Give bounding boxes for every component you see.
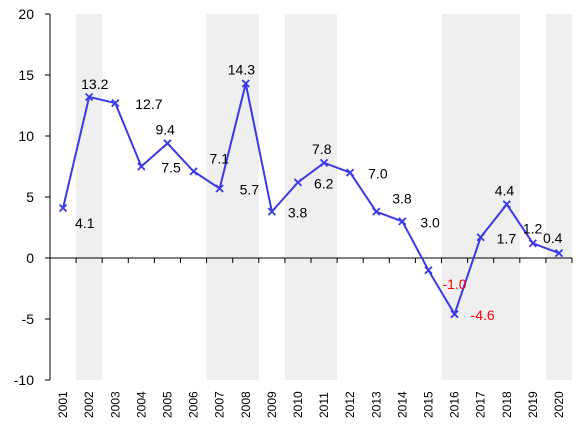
data-label: -4.6 [471, 307, 495, 323]
y-tick-label: 20 [18, 6, 34, 22]
y-tick-label: -5 [22, 311, 35, 327]
data-label: 6.2 [314, 175, 334, 191]
data-point [424, 266, 433, 275]
x-tick-label: 2013 [369, 391, 383, 418]
data-label: 3.0 [420, 214, 440, 230]
data-point [215, 184, 224, 193]
data-label: 5.7 [240, 181, 260, 197]
data-label: 3.8 [392, 191, 412, 207]
data-label: 1.2 [523, 220, 543, 236]
shade-band-2020 [545, 14, 572, 380]
data-point [293, 178, 303, 187]
x-tick-label: 2006 [187, 391, 201, 418]
data-point [398, 217, 407, 226]
data-point [476, 233, 485, 242]
data-labels: 4.113.212.77.59.47.15.714.33.86.27.87.03… [75, 62, 563, 324]
data-label: 4.1 [75, 215, 95, 231]
shade-band-2016 [441, 14, 468, 380]
y-tick-label: 15 [18, 67, 34, 83]
data-label: 7.8 [312, 141, 332, 157]
series [58, 79, 564, 319]
data-point [346, 168, 355, 177]
data-label: 9.4 [155, 121, 175, 137]
x-tick-labels: 2001 2002 2003 2004 2005 2006 2007 2008 2009 2010… [56, 391, 566, 418]
y-tick-label: -10 [14, 372, 34, 388]
x-tick-label: 2020 [552, 391, 566, 418]
x-tick-label: 2007 [213, 391, 227, 418]
data-label: 7.1 [210, 150, 230, 166]
x-tick-label: 2001 [56, 391, 70, 418]
data-point [528, 239, 537, 248]
shade-band-2007 [206, 14, 233, 380]
shade-band-2018 [493, 14, 520, 380]
shade-band-2010 [284, 14, 311, 380]
data-point [502, 200, 511, 209]
shade-band-2011 [311, 14, 338, 380]
data-point [163, 139, 172, 148]
shade-band-2002 [76, 14, 103, 380]
data-label: 3.8 [288, 205, 308, 221]
data-label: 7.0 [368, 166, 388, 182]
data-point [319, 158, 329, 167]
axes [45, 13, 573, 381]
y-tick-label: 5 [26, 189, 34, 205]
y-tick-label: 0 [26, 250, 34, 266]
data-label: 7.5 [161, 160, 181, 176]
data-label: 12.7 [135, 96, 162, 112]
x-tick-label: 2005 [160, 391, 174, 418]
data-label: 0.4 [543, 230, 563, 246]
data-label: 13.2 [81, 76, 108, 92]
data-point [137, 162, 146, 171]
x-tick-label: 2008 [239, 391, 253, 418]
x-tick-label: 2014 [395, 391, 409, 418]
data-point [372, 207, 381, 216]
x-tick-label: 2004 [134, 391, 148, 418]
x-tick-label: 2010 [291, 391, 305, 418]
data-label: -1.0 [442, 276, 466, 292]
data-point [85, 92, 94, 102]
data-point [58, 203, 68, 213]
x-tick-label: 2018 [500, 391, 514, 418]
x-tick-label: 2016 [448, 391, 462, 418]
y-tick-label: 10 [18, 128, 34, 144]
data-point [189, 167, 198, 176]
shade-band-2008 [232, 14, 259, 380]
data-point [554, 248, 564, 258]
data-point [267, 207, 276, 216]
x-tick-label: 2002 [82, 391, 96, 418]
data-label: 4.4 [495, 182, 515, 198]
x-tick-label: 2015 [421, 391, 435, 418]
x-tick-label: 2012 [343, 391, 357, 418]
x-tick-label: 2017 [474, 391, 488, 418]
shaded-bands [76, 14, 572, 380]
x-tick-label: 2009 [265, 391, 279, 418]
data-label: 1.7 [497, 230, 517, 246]
x-tick-label: 2011 [317, 392, 331, 418]
series-line [62, 83, 560, 317]
x-tick-label: 2019 [526, 391, 540, 418]
data-point [241, 79, 250, 88]
shade-band-2017 [467, 14, 494, 380]
y-tick-labels: -10 -5 0 5 10 15 20 [14, 6, 34, 388]
data-point [111, 98, 120, 108]
x-tick-label: 2003 [108, 391, 122, 418]
data-label: 14.3 [228, 62, 255, 78]
data-point [450, 309, 459, 319]
